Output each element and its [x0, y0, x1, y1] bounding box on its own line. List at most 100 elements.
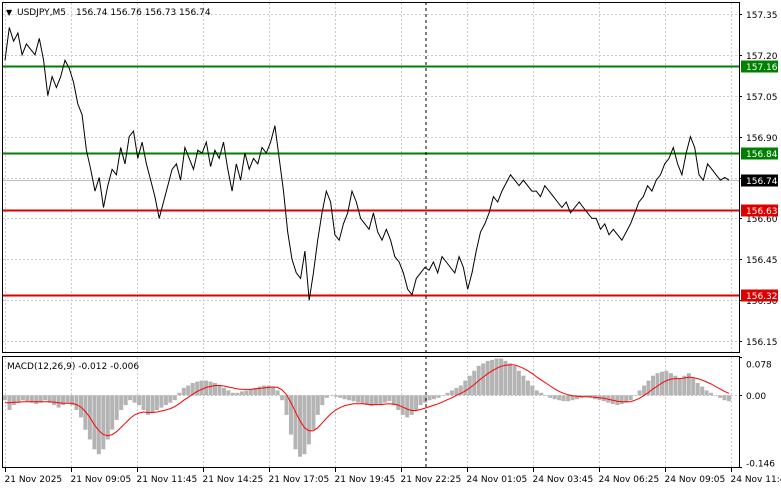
macd-histogram-bar	[441, 395, 445, 396]
macd-histogram-bar	[437, 395, 441, 398]
macd-histogram-bar	[119, 395, 123, 410]
macd-histogram-bar	[226, 390, 230, 395]
macd-histogram-bar	[696, 383, 700, 395]
macd-histogram-bar	[57, 395, 61, 407]
macd-histogram-bar	[687, 373, 691, 395]
symbol-label[interactable]: USDJPY,M5	[17, 8, 66, 18]
macd-histogram-bar	[486, 361, 490, 395]
macd-histogram-bar	[325, 395, 329, 398]
macd-histogram-bar	[669, 373, 673, 395]
macd-histogram-bar	[235, 393, 239, 396]
price-y-tick-label: 157.05	[746, 93, 778, 103]
macd-histogram-bar	[445, 393, 449, 396]
macd-histogram-bar	[142, 395, 146, 410]
price-y-tick-label: 157.35	[746, 11, 778, 21]
macd-histogram-bar	[3, 395, 7, 400]
macd-histogram-bar	[307, 395, 311, 444]
macd-histogram-bar	[164, 395, 168, 405]
macd-histogram-bar	[481, 363, 485, 395]
macd-histogram-bar	[43, 395, 47, 400]
macd-histogram-bar	[52, 395, 56, 405]
x-tick-label: 21 Nov 2025	[5, 475, 63, 485]
macd-histogram-bar	[544, 395, 548, 396]
macd-histogram-bar	[151, 395, 155, 412]
macd-histogram-bar	[629, 395, 633, 400]
macd-histogram-bar	[83, 395, 87, 429]
macd-histogram-bar	[356, 395, 360, 402]
macd-histogram-bar	[620, 395, 624, 404]
macd-histogram-bar	[222, 388, 226, 395]
macd-histogram-bar	[262, 386, 266, 396]
x-tick-label: 24 Nov 03:45	[533, 475, 594, 485]
macd-histogram-bar	[678, 378, 682, 395]
macd-histogram-bar	[539, 393, 543, 396]
macd-histogram-bar	[499, 359, 503, 396]
macd-histogram-bar	[714, 395, 718, 396]
macd-histogram-bar	[633, 395, 637, 396]
macd-histogram-bar	[12, 395, 16, 405]
support-level-label: 156.32	[746, 292, 778, 302]
macd-histogram-bar	[124, 395, 128, 405]
macd-histogram-bar	[218, 386, 222, 396]
macd-histogram-bar	[396, 395, 400, 410]
macd-histogram-bar	[240, 391, 244, 395]
macd-histogram-bar	[414, 395, 418, 410]
macd-histogram-bar	[490, 360, 494, 395]
price-y-tick-label: 156.45	[746, 256, 778, 266]
macd-histogram-bar	[244, 390, 248, 395]
symbol-dropdown-icon[interactable]: ▼	[6, 8, 13, 17]
macd-histogram-bar	[521, 376, 525, 396]
macd-histogram-bar	[249, 389, 253, 395]
macd-histogram-bar	[137, 395, 141, 405]
x-tick-label: 21 Nov 09:05	[71, 475, 132, 485]
macd-histogram-bar	[428, 395, 432, 400]
macd-histogram-bar	[110, 395, 114, 429]
macd-histogram-bar	[526, 381, 530, 396]
macd-histogram-bar	[361, 395, 365, 404]
macd-y-tick-label: -0.146	[746, 460, 775, 470]
x-tick-label: 24 Nov 06:25	[599, 475, 660, 485]
macd-histogram-bar	[615, 395, 619, 405]
macd-histogram-bar	[463, 381, 467, 396]
macd-histogram-bar	[517, 371, 521, 396]
macd-histogram-bar	[209, 382, 213, 396]
macd-histogram-bar	[298, 395, 302, 456]
macd-histogram-bar	[66, 395, 70, 402]
macd-histogram-bar	[128, 395, 132, 400]
macd-histogram-bar	[691, 378, 695, 395]
macd-histogram-bar	[508, 363, 512, 395]
macd-histogram-bar	[468, 376, 472, 396]
macd-histogram-bar	[285, 395, 289, 415]
macd-y-tick-label: 0.078	[746, 361, 772, 371]
macd-histogram-bar	[495, 359, 499, 396]
macd-histogram-bar	[383, 395, 387, 402]
macd-histogram-bar	[25, 395, 29, 401]
macd-histogram-bar	[271, 387, 275, 396]
macd-histogram-bar	[338, 395, 342, 398]
macd-histogram-bar	[410, 395, 414, 415]
resistance-level-label: 156.84	[746, 150, 778, 160]
macd-histogram-bar	[530, 386, 534, 396]
macd-histogram-bar	[727, 395, 731, 401]
macd-histogram-bar	[21, 395, 25, 400]
macd-indicator-label: MACD(12,26,9) -0.012 -0.006	[7, 362, 139, 372]
macd-histogram-bar	[320, 395, 324, 405]
macd-histogram-bar	[664, 371, 668, 396]
macd-histogram-bar	[182, 388, 186, 395]
macd-histogram-bar	[378, 395, 382, 404]
macd-histogram-bar	[401, 395, 405, 415]
macd-histogram-bar	[168, 395, 172, 402]
macd-histogram-bar	[155, 395, 159, 410]
macd-histogram-bar	[638, 390, 642, 395]
macd-histogram-bar	[347, 395, 351, 400]
macd-histogram-bar	[548, 395, 552, 398]
support-level-label: 156.63	[746, 207, 778, 217]
macd-histogram-bar	[566, 395, 570, 401]
macd-histogram-bar	[311, 395, 315, 429]
macd-histogram-bar	[656, 373, 660, 395]
macd-histogram-bar	[231, 393, 235, 396]
macd-histogram-bar	[352, 395, 356, 401]
macd-histogram-bar	[557, 395, 561, 400]
macd-histogram-bar	[405, 395, 409, 417]
